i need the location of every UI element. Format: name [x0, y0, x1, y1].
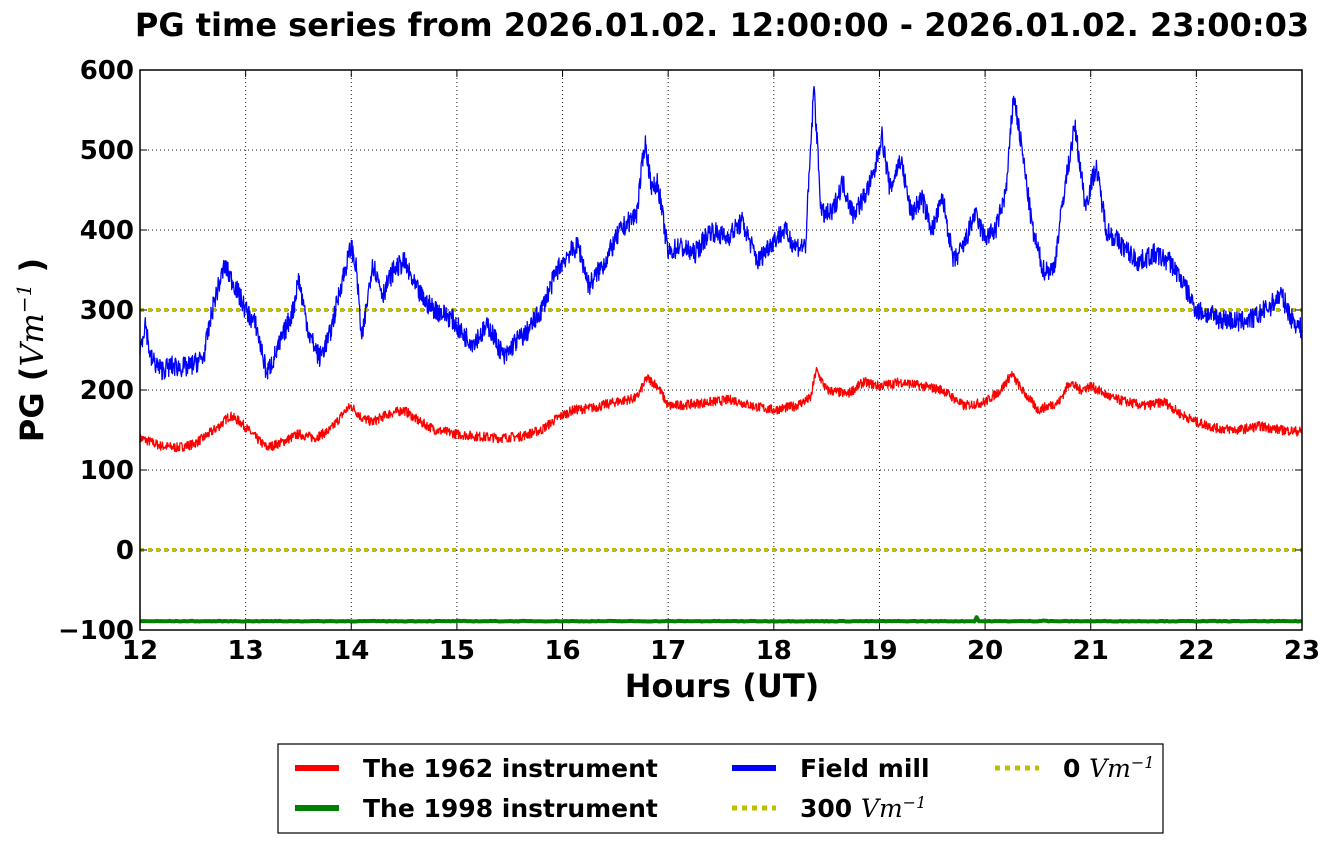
x-tick-label: 14	[333, 636, 369, 666]
plot-frame	[139, 69, 1303, 631]
y-axis-label-prefix: PG (	[13, 367, 51, 442]
series-line-2	[139, 85, 1303, 381]
y-tick-label: −100	[58, 616, 134, 646]
x-tick-label: 19	[861, 636, 897, 666]
x-tick-label: 20	[967, 636, 1003, 666]
chart-title: PG time series from 2026.01.02. 12:00:00…	[135, 6, 1309, 44]
legend: The 1962 instrument The 1998 instrument Fi…	[277, 743, 1164, 834]
x-tick-label: 17	[650, 636, 686, 666]
x-tick-label: 18	[756, 636, 792, 666]
tick-marks	[139, 69, 1303, 631]
legend-label-s1998: The 1998 instrument	[363, 794, 658, 823]
legend-label-h300: 300 Vm−1	[800, 793, 926, 824]
series-line-0	[139, 366, 1303, 453]
y-tick-label: 200	[80, 376, 134, 406]
legend-label-text: Field mill	[800, 754, 930, 783]
legend-box	[277, 743, 1164, 834]
legend-label-unit: Vm	[861, 794, 903, 823]
y-tick-label: 0	[116, 536, 134, 566]
x-tick-labels: 12 13 14 15 16 17 18 19 20 21 22 23	[122, 636, 1320, 666]
legend-label-text: 0	[1063, 754, 1089, 783]
legend-label-unit: Vm	[1089, 754, 1131, 783]
legend-label-s1962: The 1962 instrument	[363, 754, 658, 783]
y-axis-label-exponent: −1	[12, 284, 36, 313]
legend-label-mill: Field mill	[800, 754, 930, 783]
y-tick-label: 400	[80, 216, 134, 246]
x-tick-label: 12	[122, 636, 158, 666]
x-tick-label: 13	[228, 636, 264, 666]
x-axis-label: Hours (UT)	[625, 667, 820, 705]
y-tick-label: 500	[80, 136, 134, 166]
y-axis-label-suffix: )	[13, 258, 51, 284]
series-line-1	[139, 615, 1302, 624]
y-axis-label: PG (Vm−1 )	[12, 258, 51, 442]
x-tick-label: 16	[544, 636, 580, 666]
x-tick-label: 22	[1178, 636, 1214, 666]
legend-label-h0: 0 Vm−1	[1063, 753, 1154, 784]
x-tick-label: 15	[439, 636, 475, 666]
x-tick-label: 23	[1284, 636, 1320, 666]
x-tick-label: 21	[1073, 636, 1109, 666]
legend-label-exponent: −1	[1131, 753, 1155, 772]
series-layer	[139, 85, 1303, 624]
y-axis-label-unit: Vm	[13, 313, 51, 366]
y-tick-label: 300	[80, 296, 134, 326]
y-tick-label: 100	[80, 456, 134, 486]
y-tick-label: 600	[80, 56, 134, 86]
legend-label-exponent: −1	[903, 793, 927, 812]
y-tick-labels: 600 500 400 300 200 100 0 −100	[58, 56, 134, 646]
legend-label-text: The 1962 instrument	[363, 754, 658, 783]
legend-label-text: The 1998 instrument	[363, 794, 658, 823]
legend-label-text: 300	[800, 794, 861, 823]
